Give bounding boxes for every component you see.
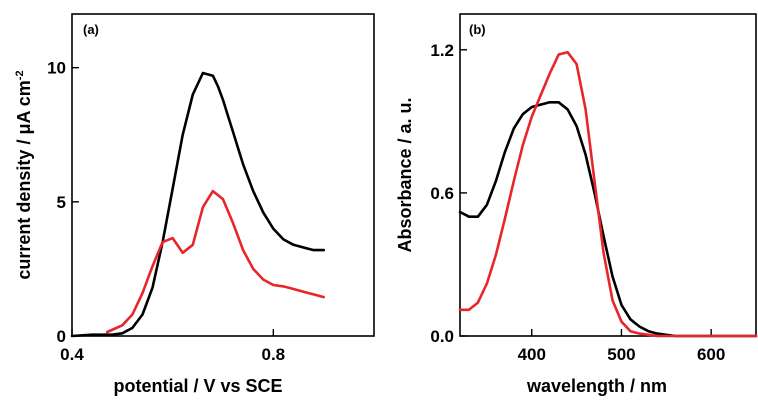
panel-b-frame: [459, 13, 757, 337]
panel-a-ytick-label: 10: [47, 59, 66, 78]
panel-b-ytick-label: 0.0: [430, 327, 454, 346]
panel-b-xtick-label: 600: [697, 345, 725, 364]
panel-b-ylabel: Absorbance / a. u.: [395, 97, 415, 252]
panel-b-chart: (b) wavelength / nm Absorbance / a. u. 4…: [395, 13, 758, 396]
panel-a-xtick-label: 0.8: [262, 345, 286, 364]
panel-b-series-line-2: [458, 50, 758, 338]
panel-b-xtick-label: 400: [518, 345, 546, 364]
panel-a-ylabel-sup: -2: [14, 70, 26, 80]
panel-a-xtick-label: 0.4: [60, 345, 84, 364]
panel-b-ytick-label: 0.6: [430, 184, 454, 203]
panel-b-xtick-label: 500: [607, 345, 635, 364]
panel-a-ylabel-main: current density / μA cm: [14, 80, 34, 279]
panel-b-xlabel: wavelength / nm: [526, 376, 667, 396]
panel-b-ytick-label: 1.2: [430, 41, 454, 60]
panel-a-xlabel: potential / V vs SCE: [113, 376, 282, 396]
panel-a-ytick-label: 5: [57, 193, 66, 212]
panel-a-series-line-1: [70, 71, 326, 338]
panel-a-series-line-2: [105, 189, 326, 334]
panel-a-label: (a): [83, 22, 99, 37]
panel-a-frame: [71, 13, 375, 337]
panel-b-label: (b): [469, 22, 486, 37]
panel-a-ylabel: current density / μA cm-2: [14, 70, 34, 279]
panel-a-ytick-label: 0: [57, 327, 66, 346]
panel-a-chart: (a) potential / V vs SCE current density…: [14, 13, 375, 396]
